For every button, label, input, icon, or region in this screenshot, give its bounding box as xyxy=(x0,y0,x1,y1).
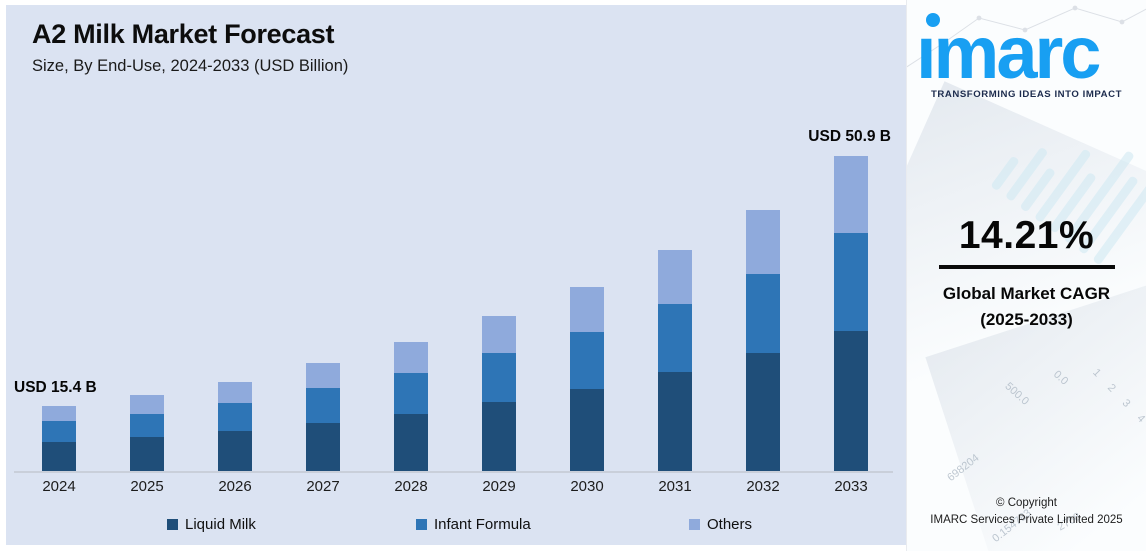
imarc-tagline: TRANSFORMING IDEAS INTO IMPACT xyxy=(931,89,1122,100)
bar-segment-liquid-milk-2025 xyxy=(130,437,164,471)
page-subtitle: Size, By End-Use, 2024-2033 (USD Billion… xyxy=(32,57,349,75)
legend-swatch-icon xyxy=(167,519,178,530)
bar-2024 xyxy=(42,406,76,471)
last-bar-value-label: USD 50.9 B xyxy=(808,128,891,145)
legend-item-others: Others xyxy=(689,516,752,533)
bar-segment-others-2029 xyxy=(482,316,516,353)
cagr-label-line1: Global Market CAGR xyxy=(942,284,1111,303)
x-tick-2033: 2033 xyxy=(834,478,868,495)
bar-segment-others-2024 xyxy=(42,406,76,421)
x-tick-2031: 2031 xyxy=(658,478,692,495)
bar-segment-infant-formula-2032 xyxy=(746,274,780,353)
bar-segment-others-2028 xyxy=(394,342,428,373)
bar-2029 xyxy=(482,316,516,471)
bar-segment-liquid-milk-2026 xyxy=(218,431,252,471)
bar-segment-others-2026 xyxy=(218,382,252,403)
bar-2032 xyxy=(746,210,780,471)
x-tick-2028: 2028 xyxy=(394,478,428,495)
bar-segment-liquid-milk-2029 xyxy=(482,402,516,471)
bar-segment-infant-formula-2029 xyxy=(482,353,516,402)
x-tick-2024: 2024 xyxy=(42,478,76,495)
legend-item-infant-formula: Infant Formula xyxy=(416,516,531,533)
bar-chart-plot-area xyxy=(6,5,906,545)
cagr-underline xyxy=(938,265,1115,269)
x-tick-2025: 2025 xyxy=(130,478,164,495)
bar-segment-liquid-milk-2033 xyxy=(834,331,868,471)
x-tick-2029: 2029 xyxy=(482,478,516,495)
bar-segment-others-2030 xyxy=(570,287,604,332)
page-title: A2 Milk Market Forecast xyxy=(32,19,335,49)
bar-2027 xyxy=(306,363,340,471)
brand-panel: 500.0 0.0 1 2 3 4 698204 0.154783 2768 ı… xyxy=(906,0,1146,551)
bar-segment-infant-formula-2026 xyxy=(218,403,252,431)
bar-segment-liquid-milk-2031 xyxy=(658,372,692,471)
cagr-label-line2: (2025-2033) xyxy=(980,310,1073,330)
bar-segment-others-2033 xyxy=(834,156,868,233)
legend-label: Infant Formula xyxy=(434,516,531,533)
bar-2025 xyxy=(130,395,164,471)
x-tick-2027: 2027 xyxy=(306,478,340,495)
bar-segment-liquid-milk-2027 xyxy=(306,423,340,471)
bar-segment-infant-formula-2027 xyxy=(306,388,340,423)
bar-segment-liquid-milk-2024 xyxy=(42,442,76,471)
bar-segment-liquid-milk-2028 xyxy=(394,414,428,471)
bar-segment-others-2027 xyxy=(306,363,340,388)
x-tick-2030: 2030 xyxy=(570,478,604,495)
legend-swatch-icon xyxy=(689,519,700,530)
bar-segment-liquid-milk-2030 xyxy=(570,389,604,471)
cagr-block: 14.21% Global Market CAGR (2025-2033) xyxy=(907,214,1146,334)
decorative-number: 500.0 xyxy=(1002,380,1032,408)
copyright-notice: © Copyright IMARC Services Private Limit… xyxy=(907,495,1146,530)
bar-segment-infant-formula-2033 xyxy=(834,233,868,331)
bar-segment-infant-formula-2025 xyxy=(130,414,164,437)
first-bar-value-label: USD 15.4 B xyxy=(14,379,97,396)
bar-segment-others-2032 xyxy=(746,210,780,274)
chart-panel: A2 Milk Market Forecast Size, By End-Use… xyxy=(6,5,906,545)
decorative-number: 698204 xyxy=(945,451,982,485)
imarc-logo-wordmark: ımarc xyxy=(916,11,1101,94)
bar-2030 xyxy=(570,287,604,471)
bar-segment-infant-formula-2030 xyxy=(570,332,604,389)
bar-segment-infant-formula-2024 xyxy=(42,421,76,442)
imarc-logo-dot-icon xyxy=(926,13,940,27)
bar-2028 xyxy=(394,342,428,471)
copyright-line2: IMARC Services Private Limited 2025 xyxy=(930,514,1123,527)
bar-2033 xyxy=(834,156,868,471)
bar-2031 xyxy=(658,250,692,471)
chart-header: A2 Milk Market Forecast Size, By End-Use… xyxy=(32,19,348,76)
cagr-value: 14.21% xyxy=(958,214,1095,257)
bar-segment-liquid-milk-2032 xyxy=(746,353,780,471)
legend-label: Others xyxy=(707,516,753,533)
decorative-number: 1 2 3 4 xyxy=(1090,366,1146,430)
decorative-number: 0.0 xyxy=(1050,368,1071,388)
bar-2026 xyxy=(218,382,252,471)
x-tick-2026: 2026 xyxy=(218,478,252,495)
bar-segment-others-2025 xyxy=(130,395,164,414)
bar-segment-infant-formula-2031 xyxy=(658,304,692,372)
copyright-line1: © Copyright xyxy=(996,497,1057,509)
bar-segment-infant-formula-2028 xyxy=(394,373,428,414)
x-axis-line xyxy=(14,471,893,473)
legend-item-liquid-milk: Liquid Milk xyxy=(167,516,256,533)
bar-segment-others-2031 xyxy=(658,250,692,304)
legend-label: Liquid Milk xyxy=(185,516,256,533)
x-tick-2032: 2032 xyxy=(746,478,780,495)
legend-swatch-icon xyxy=(416,519,427,530)
